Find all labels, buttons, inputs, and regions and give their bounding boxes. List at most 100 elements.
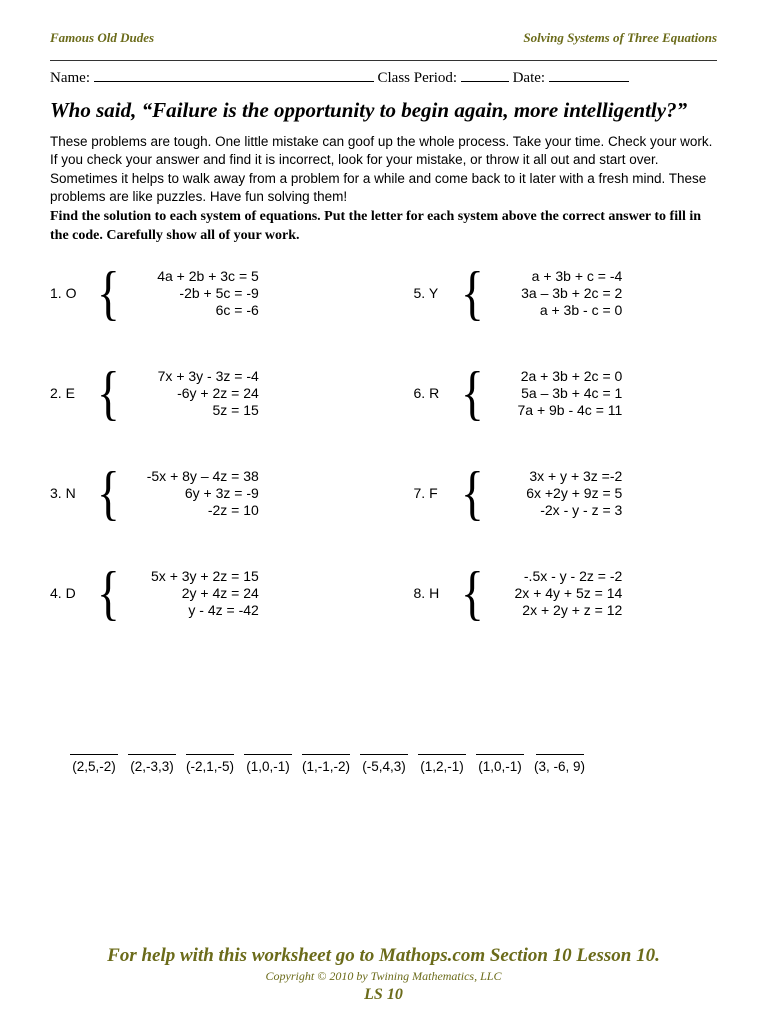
equations: 3x + y + 3z =-26x +2y + 9z = 5-2x - y - … <box>492 468 622 518</box>
equations: 7x + 3y - 3z = -4-6y + 2z = 245z = 15 <box>129 368 259 418</box>
answer-label: (1,2,-1) <box>418 759 466 774</box>
answer-label: (1,0,-1) <box>244 759 292 774</box>
answer-slot: (1,0,-1) <box>476 738 524 774</box>
period-label: Class Period: <box>377 70 457 86</box>
equation-line: 2y + 4z = 24 <box>129 585 259 601</box>
problem-label: 8. H <box>414 585 458 601</box>
footer-help: For help with this worksheet go to Matho… <box>0 945 767 967</box>
answer-blank[interactable] <box>128 738 176 755</box>
equation-line: 2a + 3b + 2c = 0 <box>492 368 622 384</box>
answer-slot: (1,-1,-2) <box>302 738 350 774</box>
equations: -5x + 8y – 4z = 386y + 3z = -9-2z = 10 <box>129 468 259 518</box>
equation-line: -2b + 5c = -9 <box>129 285 259 301</box>
equation-line: -2x - y - z = 3 <box>492 502 622 518</box>
equation-line: 6c = -6 <box>129 302 259 318</box>
footer-code: LS 10 <box>0 986 767 1004</box>
equation-line: 7a + 9b - 4c = 11 <box>492 402 622 418</box>
header-row: Famous Old Dudes Solving Systems of Thre… <box>50 30 717 46</box>
date-label: Date: <box>513 70 545 86</box>
name-blank[interactable] <box>94 69 374 82</box>
answer-label: (1,-1,-2) <box>302 759 350 774</box>
answer-slot: (2,-3,3) <box>128 738 176 774</box>
equation-line: -5x + 8y – 4z = 38 <box>129 468 259 484</box>
problem: 1. O{4a + 2b + 3c = 5-2b + 5c = -96c = -… <box>50 268 354 318</box>
brace-icon: { <box>97 569 120 617</box>
left-column: 1. O{4a + 2b + 3c = 5-2b + 5c = -96c = -… <box>50 268 354 668</box>
equation-line: 5x + 3y + 2z = 15 <box>129 568 259 584</box>
equation-line: 5z = 15 <box>129 402 259 418</box>
equation-line: y - 4z = -42 <box>129 602 259 618</box>
brace-icon: { <box>460 569 483 617</box>
problem: 2. E{7x + 3y - 3z = -4-6y + 2z = 245z = … <box>50 368 354 418</box>
footer-copyright: Copyright © 2010 by Twining Mathematics,… <box>0 969 767 984</box>
equation-line: -6y + 2z = 24 <box>129 385 259 401</box>
brace-icon: { <box>460 369 483 417</box>
answer-label: (2,5,-2) <box>70 759 118 774</box>
right-column: 5. Y { a + 3b + c = -43a – 3b + 2c = 2a + … <box>414 268 718 668</box>
brace-icon: { <box>97 469 120 517</box>
answer-blank[interactable] <box>536 738 584 755</box>
answer-slot: (3, -6, 9) <box>534 738 585 774</box>
problem-label: 2. E <box>50 385 94 401</box>
date-blank[interactable] <box>549 69 629 82</box>
problems-grid: 1. O{4a + 2b + 3c = 5-2b + 5c = -96c = -… <box>50 268 717 668</box>
equation-line: a + 3b - c = 0 <box>492 302 622 318</box>
header-left: Famous Old Dudes <box>50 30 154 46</box>
equations: -.5x - y - 2z = -22x + 4y + 5z = 142x + … <box>492 568 622 618</box>
answer-blank[interactable] <box>302 738 350 755</box>
period-blank[interactable] <box>461 69 509 82</box>
equation-line: 7x + 3y - 3z = -4 <box>129 368 259 384</box>
answer-key-row: (2,5,-2) (2,-3,3) (-2,1,-5) (1,0,-1) (1,-1,-… <box>50 738 717 774</box>
answer-slot: (1,0,-1) <box>244 738 292 774</box>
problem: 5. Y{a + 3b + c = -43a – 3b + 2c = 2a + … <box>414 268 718 318</box>
answer-slot: (-2,1,-5) <box>186 738 234 774</box>
answer-blank[interactable] <box>476 738 524 755</box>
equations: a + 3b + c = -43a – 3b + 2c = 2a + 3b - … <box>492 268 622 318</box>
equation-line: 5a – 3b + 4c = 1 <box>492 385 622 401</box>
answer-blank[interactable] <box>418 738 466 755</box>
problem-label: 6. R <box>414 385 458 401</box>
problem-label: 5. Y <box>414 285 458 301</box>
problem-label: 4. D <box>50 585 94 601</box>
equation-line: -.5x - y - 2z = -2 <box>492 568 622 584</box>
main-question: Who said, “Failure is the opportunity to… <box>50 97 717 123</box>
equation-line: 6x +2y + 9z = 5 <box>492 485 622 501</box>
instructions-text: Find the solution to each system of equa… <box>50 208 717 246</box>
equations: 2a + 3b + 2c = 05a – 3b + 4c = 17a + 9b … <box>492 368 622 418</box>
answer-label: (1,0,-1) <box>476 759 524 774</box>
problem-label: 1. O <box>50 285 94 301</box>
answer-blank[interactable] <box>244 738 292 755</box>
equation-line: 3a – 3b + 2c = 2 <box>492 285 622 301</box>
student-fields: Name: Class Period: Date: <box>50 69 717 87</box>
equation-line: 2x + 4y + 5z = 14 <box>492 585 622 601</box>
problem: 8. H{-.5x - y - 2z = -22x + 4y + 5z = 14… <box>414 568 718 618</box>
name-label: Name: <box>50 70 90 86</box>
answer-blank[interactable] <box>186 738 234 755</box>
answer-label: (-5,4,3) <box>360 759 408 774</box>
footer: For help with this worksheet go to Matho… <box>0 945 767 1004</box>
answer-blank[interactable] <box>70 738 118 755</box>
answer-label: (2,-3,3) <box>128 759 176 774</box>
problem: 3. N{-5x + 8y – 4z = 386y + 3z = -9-2z =… <box>50 468 354 518</box>
equations: 5x + 3y + 2z = 152y + 4z = 24y - 4z = -4… <box>129 568 259 618</box>
answer-blank[interactable] <box>360 738 408 755</box>
intro-text: These problems are tough. One little mis… <box>50 133 717 206</box>
equations: 4a + 2b + 3c = 5-2b + 5c = -96c = -6 <box>129 268 259 318</box>
problem-label: 3. N <box>50 485 94 501</box>
equation-line: 6y + 3z = -9 <box>129 485 259 501</box>
answer-label: (3, -6, 9) <box>534 759 585 774</box>
problem-label: 7. F <box>414 485 458 501</box>
answer-slot: (2,5,-2) <box>70 738 118 774</box>
answer-slot: (-5,4,3) <box>360 738 408 774</box>
equation-line: 2x + 2y + z = 12 <box>492 602 622 618</box>
answer-label: (-2,1,-5) <box>186 759 234 774</box>
top-rule <box>50 60 717 61</box>
equation-line: -2z = 10 <box>129 502 259 518</box>
equation-line: a + 3b + c = -4 <box>492 268 622 284</box>
brace-icon: { <box>460 469 483 517</box>
problem: 6. R{2a + 3b + 2c = 05a – 3b + 4c = 17a … <box>414 368 718 418</box>
brace-icon: { <box>97 269 120 317</box>
worksheet-page: Famous Old Dudes Solving Systems of Thre… <box>0 0 767 1024</box>
brace-icon: { <box>97 369 120 417</box>
problem: 4. D{5x + 3y + 2z = 152y + 4z = 24y - 4z… <box>50 568 354 618</box>
